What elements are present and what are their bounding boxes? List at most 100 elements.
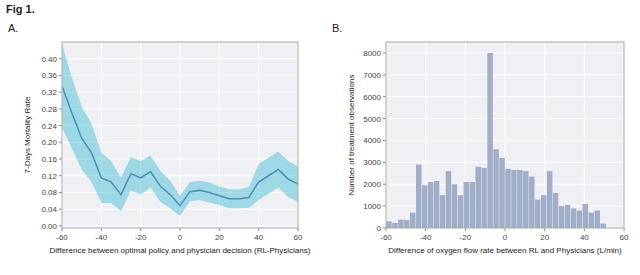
histogram-bar — [523, 171, 528, 228]
grid-line-y — [62, 92, 298, 93]
histogram-bar — [404, 220, 409, 228]
confidence-band — [62, 44, 298, 216]
tick-label-y: 0.08 — [41, 188, 57, 197]
histogram-bar — [553, 193, 558, 228]
grid-line-y — [386, 118, 624, 119]
histogram-bar — [452, 184, 457, 228]
tick-label-y: 3000 — [363, 158, 381, 167]
histogram-bar — [392, 223, 397, 228]
tick-label-x: -20 — [135, 233, 147, 242]
grid-line-y — [386, 96, 624, 97]
tick-label-x: -40 — [96, 233, 108, 242]
tick-label-y: 5000 — [363, 115, 381, 124]
tick-label-x: 40 — [580, 233, 589, 242]
tick-label-y: 0.04 — [41, 205, 57, 214]
tick-label-y: 0.32 — [41, 88, 57, 97]
histogram-bar — [481, 168, 486, 228]
grid-line-y — [62, 108, 298, 109]
histogram-bar — [398, 220, 403, 228]
figure-title: Fig 1. — [6, 3, 35, 15]
chart: Fig 1. A. -60 -40 -20 0 20 40 60 0.00 0.04 0.08 0.12… — [0, 0, 640, 275]
histogram-bar — [600, 224, 605, 228]
histogram-bar — [594, 210, 599, 228]
grid-line-y — [386, 162, 624, 163]
histogram-bar — [577, 210, 582, 228]
tick-label-y: 0.00 — [41, 222, 57, 231]
plot-frame — [62, 42, 298, 228]
tick-label-x: 0 — [503, 233, 508, 242]
histogram-bar — [434, 181, 439, 228]
x-axis-label: Difference of oxygen flow rate between R… — [388, 246, 622, 255]
histogram-bar — [428, 182, 433, 228]
marks — [386, 53, 606, 228]
tick-label-y: 7000 — [363, 71, 381, 80]
panel: B. -60 -40 -20 0 20 40 60 0 1000 2000 3000 4000 5000 6… — [332, 22, 629, 255]
tick-label-x: -20 — [460, 233, 472, 242]
tick-label-x: 60 — [620, 233, 629, 242]
plot-background — [386, 42, 624, 228]
tick-label-y: 8000 — [363, 49, 381, 58]
histogram-bar — [464, 182, 469, 228]
tick-label-y: 6000 — [363, 93, 381, 102]
tick-label-y: 0.28 — [41, 105, 57, 114]
panel-label: A. — [8, 22, 18, 34]
tick-label-y: 1000 — [363, 202, 381, 211]
tick-label-y: 0.36 — [41, 71, 57, 80]
histogram-bar — [571, 208, 576, 228]
histogram-bar — [559, 206, 564, 228]
grid-line-y — [386, 206, 624, 207]
histogram-bar — [583, 204, 588, 228]
histogram-bar — [529, 177, 534, 228]
grid-line-x — [140, 42, 141, 228]
histogram-bar — [422, 185, 427, 228]
tick-label-y: 0.24 — [41, 122, 57, 131]
y-axis-label: Number of treatment observations — [347, 75, 356, 196]
tick-label-y: 0.12 — [41, 172, 57, 181]
histogram-bar — [416, 165, 421, 228]
histogram-bar — [386, 221, 391, 228]
tick-label-x: 20 — [215, 233, 224, 242]
tick-label-x: 40 — [254, 233, 263, 242]
histogram-bar — [517, 170, 522, 228]
histogram-bar — [470, 182, 475, 228]
grid-line-y — [62, 75, 298, 76]
histogram-bar — [535, 200, 540, 228]
histogram-bar — [511, 170, 516, 228]
histogram-bar — [589, 213, 594, 228]
grid-line-y — [386, 140, 624, 141]
histogram-bar — [410, 213, 415, 228]
tick-label-y: 0.16 — [41, 155, 57, 164]
plot-frame — [386, 42, 624, 228]
line — [62, 86, 298, 206]
histogram-bar — [440, 195, 445, 228]
tick-label-x: 20 — [540, 233, 549, 242]
y-axis-label: 7-Days Mortality Rate — [23, 96, 32, 173]
tick-label-y: 4000 — [363, 136, 381, 145]
tick-label-x: -60 — [380, 233, 392, 242]
tick-label-y: 0.40 — [41, 55, 57, 64]
tick-label-y: 0 — [377, 224, 382, 233]
x-axis-label: Difference between optimal policy and ph… — [50, 246, 311, 255]
tick-label-x: -60 — [56, 233, 68, 242]
tick-label-x: 0 — [178, 233, 183, 242]
tick-label-x: 60 — [294, 233, 303, 242]
histogram-bar — [458, 195, 463, 228]
histogram-bar — [493, 149, 498, 228]
grid-line-y — [62, 225, 298, 226]
grid-line-y — [386, 184, 624, 185]
plot-background — [62, 42, 298, 228]
histogram-bar — [487, 53, 492, 228]
histogram-bar — [565, 205, 570, 228]
panel-label: B. — [332, 22, 342, 34]
histogram-bar — [475, 167, 480, 228]
grid-line-x — [584, 42, 585, 228]
tick-label-x: -40 — [420, 233, 432, 242]
grid-line-y — [62, 58, 298, 59]
histogram-bar — [541, 195, 546, 228]
histogram-bar — [446, 171, 451, 228]
grid-line-y — [386, 74, 624, 75]
tick-label-y: 0.20 — [41, 138, 57, 147]
grid-line-y — [62, 125, 298, 126]
histogram-bar — [499, 158, 504, 228]
tick-label-y: 2000 — [363, 180, 381, 189]
